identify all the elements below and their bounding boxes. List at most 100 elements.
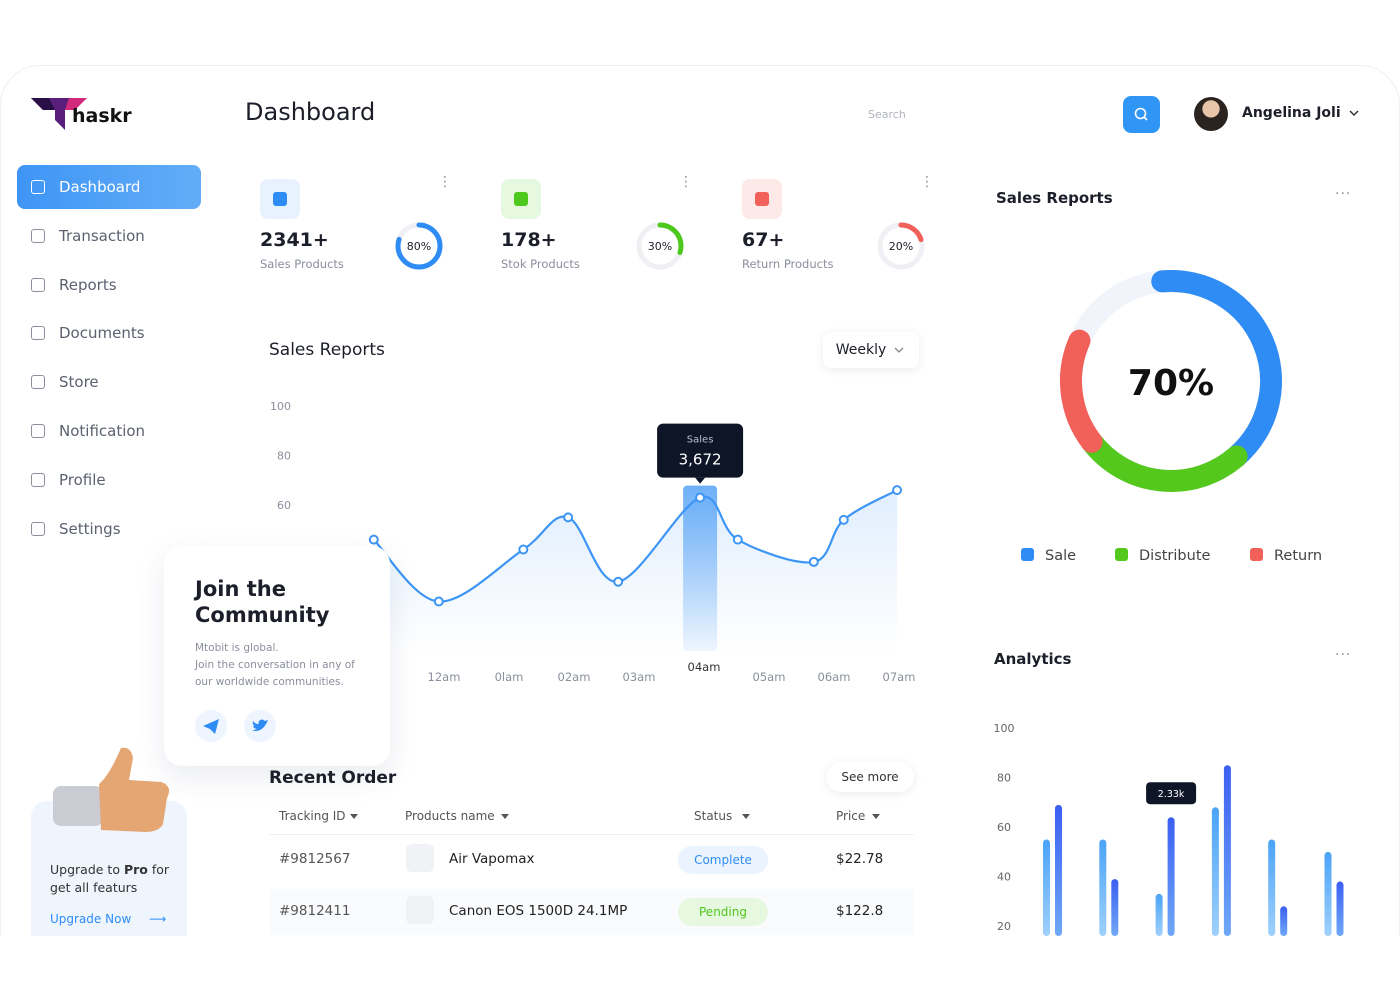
sort-caret[interactable] [350,814,358,819]
twitter-button[interactable] [244,710,276,742]
bar [1211,807,1219,936]
nav-label[interactable]: Transaction [59,226,145,245]
x-tick-label: 0lam [495,670,524,684]
nav-label[interactable]: Settings [59,519,121,538]
ring-label: 20% [889,240,913,253]
bar-tooltip-label: 2.33k [1158,789,1185,800]
nav-item[interactable]: Notification [17,409,201,453]
nav-label[interactable]: Documents [59,324,145,343]
recent-order-title: Recent Order [269,768,397,788]
nav-item[interactable]: Documents [17,311,201,355]
table-header[interactable]: Products name [405,809,495,823]
sales-point [563,512,574,523]
tracking-id: #9812567 [279,851,351,867]
nav-icon [31,472,45,487]
user-avatar[interactable] [1194,97,1228,131]
nav-icon [31,521,45,536]
x-tick-label: 12am [428,670,461,684]
legend-label: Distribute [1139,548,1211,564]
upgrade-link-text[interactable]: Upgrade Now [50,912,132,926]
y-tick-label: 60 [277,499,291,512]
nav-icon [31,424,45,438]
product-name: Air Vapomax [449,851,535,867]
nav-label[interactable]: Dashboard [59,178,141,196]
telegram-button[interactable] [195,710,227,742]
sales-point [838,514,849,525]
upgrade-text: Upgrade to Pro for get all featurs [50,861,169,897]
nav-label[interactable]: Store [59,373,99,392]
nav-label[interactable]: Reports [59,275,117,294]
tooltip-label: Sales [687,435,714,446]
app-frame: haskr Dashboard Search Angelina Joli Das… [0,65,1400,936]
bar [1155,893,1163,936]
donut-center-label: 70% [1128,363,1214,404]
see-more-button[interactable]: See more [826,762,914,792]
upgrade-text-part: get all featurs [50,880,138,895]
bar [1099,839,1107,936]
nav-item[interactable]: Dashboard [17,165,201,209]
nav-icon [31,228,45,243]
bar [1268,839,1276,936]
y-tick-label: 100 [994,722,1015,735]
sales-line [373,489,898,603]
stat-label: Sales Products [260,257,344,271]
bar [1324,851,1332,936]
y-tick-label: 80 [277,450,291,463]
upgrade-text-bold: Pro [123,862,148,877]
thumbs-up-illustration [53,747,169,832]
donut-title: Sales Reports [996,189,1113,207]
donut-segment [1060,329,1103,453]
nav-item[interactable]: Transaction [17,214,201,258]
user-name[interactable]: Angelina Joli [1242,105,1341,121]
bar [1055,804,1062,936]
nav-item[interactable]: Profile [17,458,201,502]
analytics-menu[interactable]: ··· [1335,647,1352,663]
stat-ring: 20% [877,222,925,270]
sort-caret[interactable] [872,814,880,819]
nav-label[interactable]: Profile [59,470,106,489]
x-tick-label: 04am [688,660,721,674]
sales-line-chart: 60 80 100 12am 0lam 02am 03am 04am 05am 06am 07am S… [270,270,1344,936]
stat-icon-glyph [755,192,769,206]
stat-menu[interactable]: ⋮ [438,174,452,190]
upgrade-link[interactable]: Upgrade Now ⟶ [50,912,167,926]
status-pill: Complete [678,846,768,874]
table-header[interactable]: Status [694,809,733,823]
sales-point [613,576,624,587]
sort-caret[interactable] [501,814,509,819]
table-header[interactable]: Price [836,809,866,823]
tooltip-value: 3,672 [679,451,722,469]
nav-icon [31,326,45,341]
community-title: Join the Community [195,576,329,628]
nav-item[interactable]: Settings [17,507,201,551]
nav-icon [31,180,45,194]
stat-menu[interactable]: ⋮ [920,174,934,190]
community-text: Mtobit is global. Join the conversation … [195,640,355,691]
search-input[interactable]: Search [868,108,906,121]
nav-icon [31,277,45,292]
stat-menu[interactable]: ⋮ [679,174,693,190]
user-menu-chevron[interactable] [1348,108,1360,118]
stat-ring: 30% [636,222,684,270]
period-label: Weekly [835,342,887,358]
stat-value: 67+ [742,229,785,251]
donut-menu[interactable]: ··· [1335,186,1352,202]
bar [1336,881,1344,936]
stat-icon-glyph [514,192,528,206]
logo-mark [31,98,87,130]
nav-item[interactable]: Reports [17,263,201,307]
sort-caret[interactable] [742,814,750,819]
period-select[interactable]: Weekly [823,332,919,368]
ring-value [395,222,443,270]
product-thumb [406,844,434,872]
sales-point [732,534,743,545]
sales-point [695,492,706,503]
y-tick-label: 60 [997,821,1011,834]
nav-label[interactable]: Notification [59,422,146,440]
nav-item[interactable]: Store [17,360,201,404]
table-header[interactable]: Tracking ID [279,809,346,823]
search-button[interactable] [1123,96,1160,133]
price: $122.8 [836,903,884,919]
bar [1167,817,1175,936]
community-text-line: Mtobit is global. [195,642,279,654]
